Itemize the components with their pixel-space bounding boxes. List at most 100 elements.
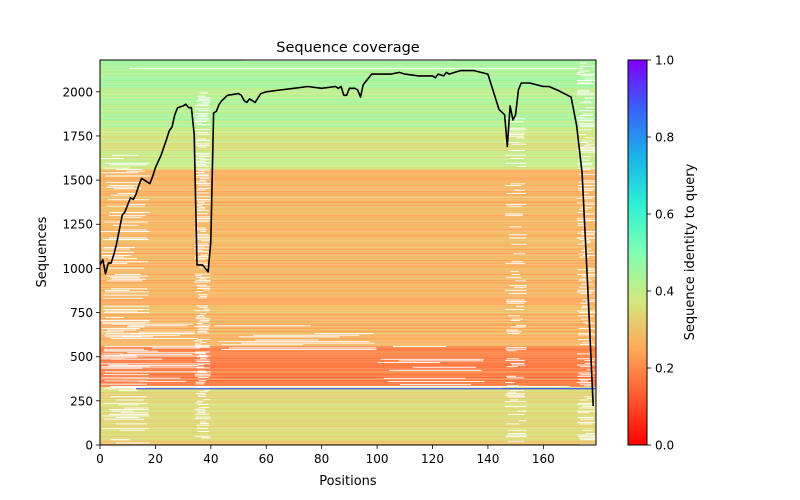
coverage-gap	[579, 344, 595, 345]
coverage-gap	[578, 129, 592, 131]
identity-stripe	[100, 73, 596, 75]
coverage-gap	[586, 369, 595, 371]
identity-stripe	[100, 362, 596, 365]
identity-stripe	[100, 279, 596, 282]
y-tick-label: 2000	[62, 85, 93, 99]
coverage-gap	[196, 305, 208, 307]
coverage-gap	[509, 127, 525, 129]
coverage-gap	[576, 421, 596, 423]
coverage-gap	[195, 381, 206, 383]
identity-stripe	[100, 113, 596, 115]
identity-stripe	[100, 131, 596, 133]
coverage-gap	[109, 164, 147, 166]
coverage-gap	[584, 359, 595, 361]
coverage-gap	[115, 423, 148, 425]
coverage-gap	[506, 377, 524, 379]
coverage-gap	[398, 360, 484, 362]
coverage-gap	[108, 185, 139, 186]
identity-stripe	[100, 66, 596, 68]
coverage-gap	[578, 142, 588, 143]
coverage-gap	[581, 234, 595, 236]
coverage-gap	[101, 158, 125, 159]
identity-stripe	[100, 70, 596, 72]
coverage-gap	[197, 330, 208, 332]
coverage-gap	[112, 323, 194, 325]
identity-stripe	[100, 326, 596, 328]
coverage-gap	[101, 255, 132, 256]
coverage-gap	[197, 324, 211, 326]
coverage-gap	[101, 367, 143, 369]
coverage-gap	[195, 105, 210, 107]
coverage-gap	[199, 319, 210, 321]
coverage-gap	[100, 320, 150, 321]
coverage-gap	[577, 417, 594, 418]
coverage-gap	[516, 324, 527, 326]
coverage-gap	[101, 366, 205, 368]
coverage-gap	[584, 363, 594, 364]
coverage-gap	[577, 118, 594, 120]
identity-stripe	[100, 320, 596, 323]
identity-stripe	[100, 235, 596, 238]
colorbar-tick-label: 1.0	[655, 54, 674, 68]
identity-stripe	[100, 247, 596, 249]
identity-stripe	[100, 443, 596, 445]
coverage-gap	[578, 280, 593, 282]
coverage-gap	[195, 143, 210, 145]
identity-stripe	[100, 302, 596, 304]
coverage-gap	[197, 138, 207, 140]
coverage-gap	[200, 342, 207, 343]
coverage-gap	[197, 364, 204, 366]
coverage-gap	[576, 72, 585, 74]
coverage-gap	[105, 291, 149, 293]
identity-stripe	[100, 401, 596, 404]
coverage-gap	[581, 193, 589, 194]
identity-stripe	[100, 170, 596, 173]
coverage-gap	[505, 382, 515, 383]
coverage-gap	[507, 391, 516, 393]
identity-stripe	[100, 351, 596, 353]
coverage-gap	[197, 124, 211, 126]
coverage-gap	[195, 234, 209, 235]
coverage-gap	[194, 183, 211, 184]
coverage-gap	[581, 207, 593, 209]
coverage-line-layer	[100, 69, 594, 407]
coverage-gap	[119, 390, 138, 391]
coverage-gap	[194, 281, 211, 283]
coverage-gap	[579, 423, 592, 425]
identity-stripe	[100, 176, 596, 178]
identity-stripe	[100, 272, 596, 274]
coverage-gap	[579, 278, 590, 280]
colorbar-tick-label: 0.0	[655, 439, 674, 453]
identity-stripe	[100, 84, 596, 87]
identity-stripe	[100, 392, 596, 394]
colorbar-ticks: 0.0 0.2 0.4 0.6 0.8 1.0	[647, 54, 674, 453]
coverage-gap	[197, 404, 209, 405]
coverage-gap	[586, 267, 594, 269]
coverage-gap	[505, 213, 523, 215]
coverage-gap	[577, 243, 587, 245]
coverage-gap	[578, 253, 587, 255]
coverage-gap	[199, 278, 206, 280]
identity-stripe	[100, 204, 596, 207]
identity-stripe	[100, 192, 596, 194]
coverage-gap	[380, 358, 484, 360]
coverage-gap	[113, 224, 139, 226]
coverage-gap	[194, 345, 211, 347]
identity-stripe	[100, 278, 596, 280]
identity-stripe	[100, 203, 596, 205]
coverage-gap	[198, 206, 206, 208]
coverage-gap	[579, 146, 596, 148]
coverage-gap	[576, 382, 594, 383]
coverage-gap	[194, 168, 210, 170]
coverage-gap	[584, 385, 592, 387]
identity-stripe	[100, 403, 596, 405]
identity-stripe	[100, 295, 596, 297]
coverage-gap	[508, 150, 526, 151]
coverage-gap	[194, 245, 211, 246]
coverage-gap	[111, 410, 133, 412]
identity-stripe	[100, 165, 596, 167]
identity-stripe	[100, 309, 596, 311]
identity-stripe	[100, 310, 596, 313]
x-tick-label: 140	[476, 452, 499, 466]
